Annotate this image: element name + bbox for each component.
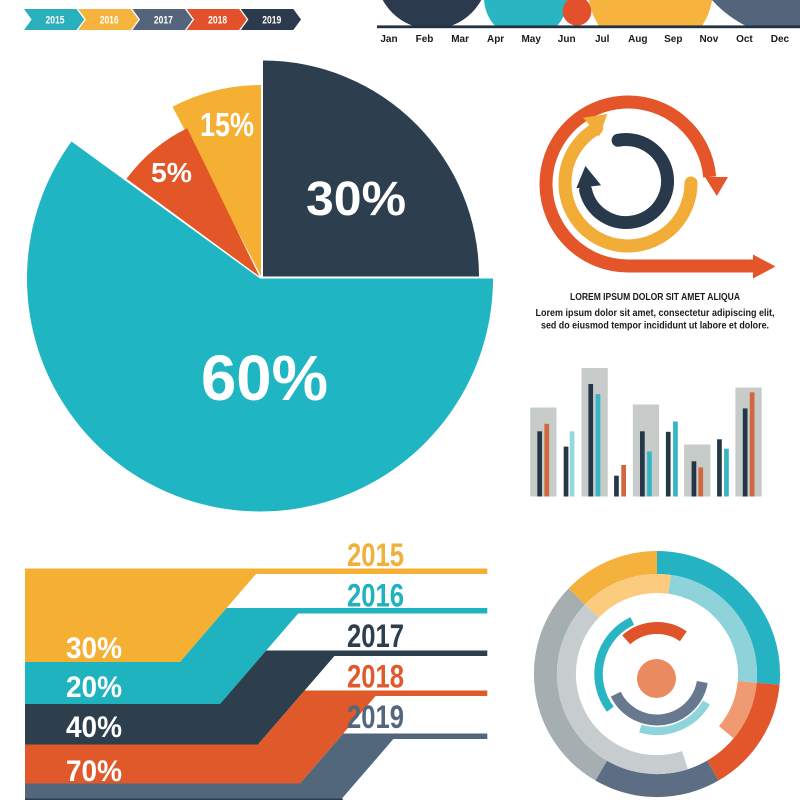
svg-text:60%: 60%: [201, 342, 328, 414]
svg-text:15%: 15%: [200, 106, 254, 143]
svg-text:2017: 2017: [347, 618, 404, 654]
svg-text:70%: 70%: [66, 755, 122, 788]
svg-text:2018: 2018: [208, 14, 227, 26]
svg-text:20%: 20%: [66, 671, 122, 704]
svg-text:2016: 2016: [100, 14, 119, 26]
svg-text:Mar: Mar: [451, 34, 469, 45]
svg-text:Dec: Dec: [771, 34, 790, 45]
svg-text:Lorem ipsum dolor sit amet, co: Lorem ipsum dolor sit amet, consectetur …: [536, 308, 775, 319]
svg-text:LOREM IPSUM DOLOR SIT AMET ALI: LOREM IPSUM DOLOR SIT AMET ALIQUA: [570, 292, 740, 303]
svg-text:40%: 40%: [66, 711, 122, 744]
svg-text:Aug: Aug: [628, 34, 647, 45]
svg-text:5%: 5%: [151, 157, 192, 188]
svg-text:Feb: Feb: [416, 34, 434, 45]
svg-text:Jun: Jun: [558, 34, 576, 45]
svg-text:2015: 2015: [347, 537, 404, 573]
svg-text:2019: 2019: [347, 699, 404, 735]
svg-text:2018: 2018: [347, 659, 404, 695]
svg-text:Apr: Apr: [487, 34, 504, 45]
svg-text:30%: 30%: [306, 173, 406, 226]
svg-text:Oct: Oct: [736, 34, 753, 45]
svg-text:2019: 2019: [262, 14, 281, 26]
svg-text:May: May: [521, 34, 541, 45]
svg-text:Sep: Sep: [664, 34, 682, 45]
svg-text:2015: 2015: [46, 14, 65, 26]
svg-text:2017: 2017: [154, 14, 173, 26]
svg-text:Jan: Jan: [380, 34, 397, 45]
svg-text:sed do eiusmod tempor incididu: sed do eiusmod tempor incididunt ut labo…: [541, 321, 769, 332]
svg-text:30%: 30%: [66, 632, 122, 665]
svg-text:2016: 2016: [347, 578, 404, 614]
svg-text:Jul: Jul: [595, 34, 610, 45]
svg-text:Nov: Nov: [699, 34, 718, 45]
